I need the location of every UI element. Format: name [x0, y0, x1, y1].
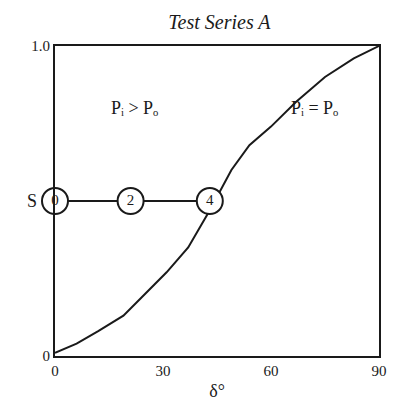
- svg-text:90: 90: [372, 363, 387, 379]
- svg-text:60: 60: [264, 363, 279, 379]
- svg-text:δ°: δ°: [209, 381, 225, 401]
- svg-text:Pᵢ = Pₒ: Pᵢ = Pₒ: [291, 98, 338, 118]
- svg-text:1.0: 1.0: [31, 38, 50, 54]
- svg-text:S: S: [27, 191, 37, 211]
- svg-text:Test Series A: Test Series A: [168, 11, 271, 33]
- svg-text:0: 0: [43, 348, 51, 364]
- svg-text:0: 0: [51, 363, 59, 379]
- svg-text:0: 0: [51, 192, 59, 208]
- svg-text:30: 30: [156, 363, 171, 379]
- svg-text:Pᵢ > Pₒ: Pᵢ > Pₒ: [111, 98, 158, 118]
- svg-text:2: 2: [127, 192, 135, 208]
- svg-text:4: 4: [206, 192, 214, 208]
